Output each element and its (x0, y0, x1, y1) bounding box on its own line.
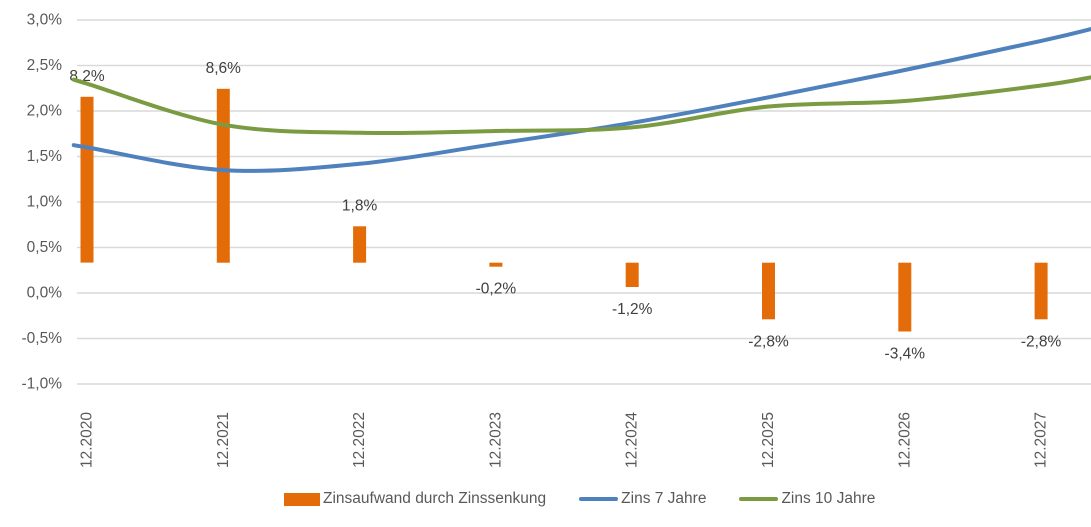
y-axis-tick-label: -0,5% (22, 330, 63, 347)
x-axis-category-label: 12.2021 (215, 412, 232, 468)
bar-data-label: -0,2% (476, 281, 517, 298)
bar-data-label: -3,4% (885, 345, 926, 362)
y-axis-tick-label: 1,0% (27, 194, 63, 211)
bar-series-swatch-icon (284, 492, 320, 506)
x-axis-category-label: 12.2022 (351, 412, 368, 468)
y-axis-tick-label: 0,5% (27, 239, 63, 256)
x-axis-category-label: 12.2023 (487, 412, 504, 468)
bar-zinsaufwand-durch-zinssenkung (898, 262, 912, 332)
bar-zinsaufwand-durch-zinssenkung (762, 262, 775, 320)
chart-legend: Zinsaufwand durch Zinssenkung Zins 7 Jah… (284, 487, 875, 511)
bar-zinsaufwand-durch-zinssenkung (216, 88, 230, 263)
bar-zinsaufwand-durch-zinssenkung (80, 96, 94, 263)
bar-zinsaufwand-durch-zinssenkung (625, 262, 639, 287)
x-axis-category-label: 12.2026 (896, 412, 913, 468)
x-axis-category-label: 12.2027 (1033, 412, 1050, 468)
y-axis-tick-label: 1,5% (27, 148, 63, 165)
y-axis-tick-label: 0,0% (27, 285, 63, 302)
line-series-swatch-icon (579, 497, 619, 501)
line-zins-7-jahre (71, 27, 1091, 173)
bar-zinsaufwand-durch-zinssenkung (489, 262, 503, 267)
legend-item-zinsaufwand: Zinsaufwand durch Zinssenkung (284, 491, 546, 507)
y-axis-tick-label: 3,0% (27, 12, 63, 29)
bar-zinsaufwand-durch-zinssenkung (353, 226, 367, 263)
legend-label: Zins 7 Jahre (621, 490, 707, 508)
legend-item-zins-7-jahre: Zins 7 Jahre (579, 491, 706, 507)
y-axis-tick-label: 2,5% (27, 57, 63, 74)
bar-data-label: 8,6% (206, 60, 242, 77)
bar-data-label: -2,8% (748, 333, 789, 350)
legend-label: Zins 10 Jahre (781, 490, 876, 508)
bar-data-label: 1,8% (342, 197, 378, 214)
y-axis-tick-label: -1,0% (22, 376, 63, 393)
legend-label: Zinsaufwand durch Zinssenkung (323, 490, 547, 508)
legend-item-zins-10-jahre: Zins 10 Jahre (739, 491, 875, 507)
y-axis-tick-label: 2,0% (27, 103, 63, 120)
bar-zinsaufwand-durch-zinssenkung (1034, 262, 1048, 320)
line-zins-10-jahre (71, 75, 1091, 136)
line-series-swatch-icon (739, 497, 779, 501)
bar-data-label: -2,8% (1021, 333, 1062, 350)
x-axis-category-label: 12.2024 (624, 412, 641, 468)
bar-data-label: -1,2% (612, 301, 653, 318)
x-axis-category-label: 12.2025 (760, 412, 777, 468)
x-axis-category-label: 12.2020 (79, 412, 96, 468)
